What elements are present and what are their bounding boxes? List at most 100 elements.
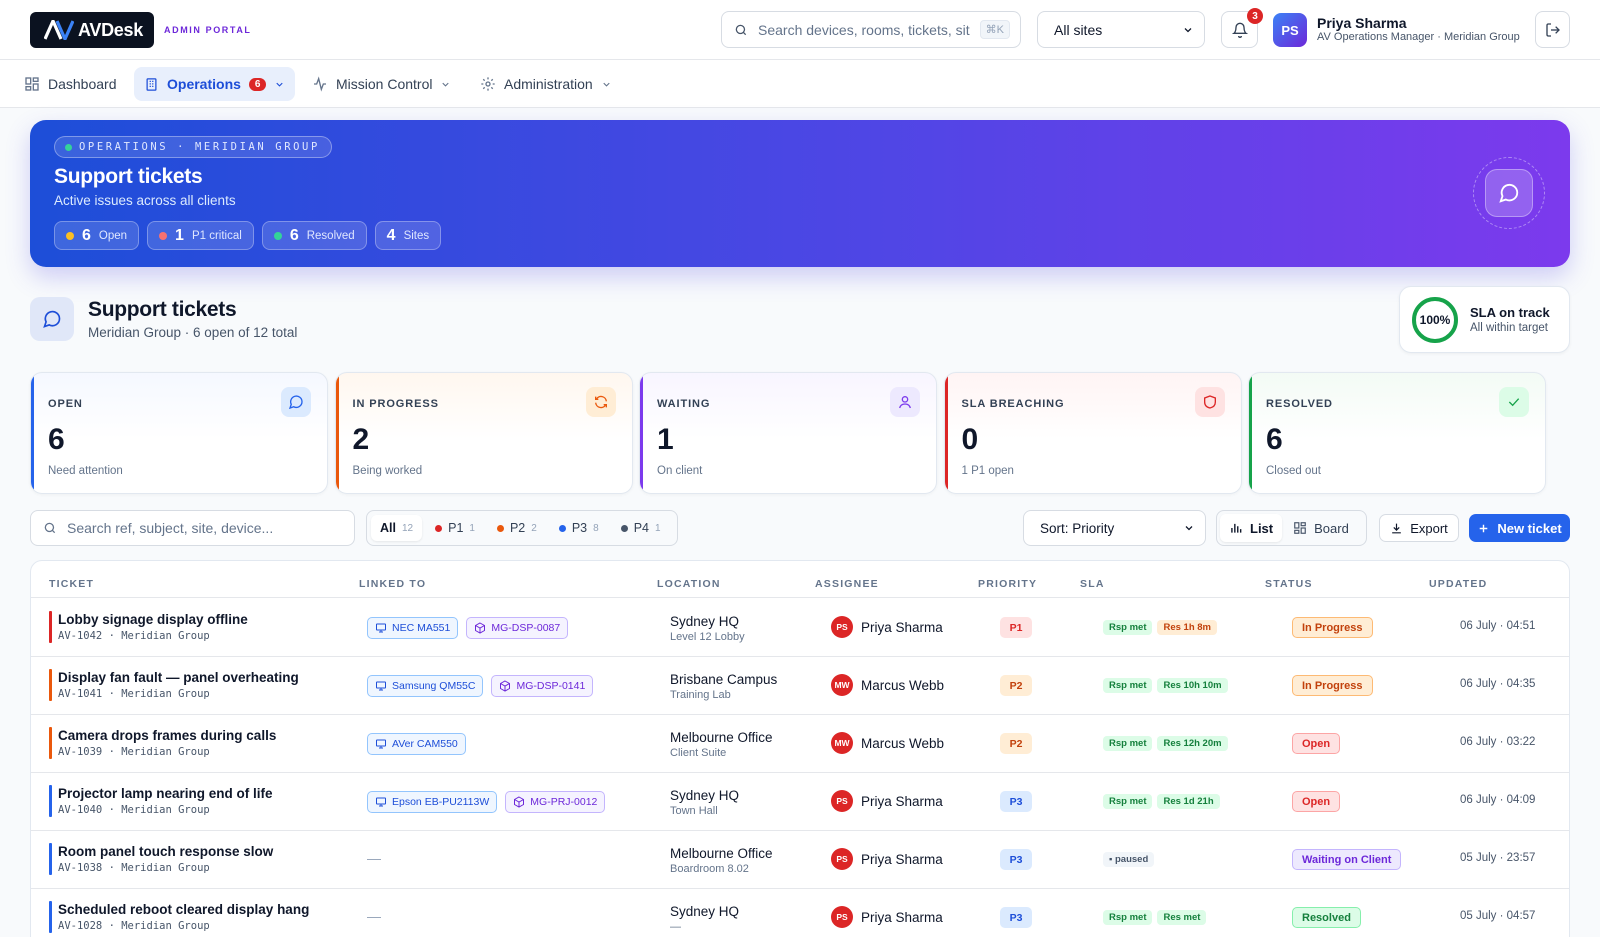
filter-label: P3 <box>571 521 588 535</box>
filter-label: P2 <box>509 521 526 535</box>
nav-operations-badge: 6 <box>248 77 267 91</box>
updated-time: 05 July · 23:57 <box>1460 852 1536 864</box>
table-row[interactable]: Room panel touch response slow AV-1038 · … <box>31 830 1569 889</box>
priority-badge: P2 <box>1000 675 1032 696</box>
sla-badges: Rsp met Res 1d 21h <box>1103 794 1220 809</box>
new-ticket-button[interactable]: New ticket <box>1469 514 1570 542</box>
hero-pill: 6 Open <box>54 221 140 250</box>
device-chip[interactable]: Samsung QM55C <box>367 675 484 697</box>
device-chip[interactable]: NEC MA551 <box>367 617 459 639</box>
stat-card-open[interactable]: OPEN 6 Need attention <box>30 372 328 494</box>
device-chip[interactable]: AVer CAM550 <box>367 733 466 755</box>
asset-chip[interactable]: MG-PRJ-0012 <box>505 791 606 813</box>
stat-sub: Need attention <box>48 465 123 477</box>
filter-all[interactable]: All 12 <box>371 515 423 541</box>
ticket-subject[interactable]: Scheduled reboot cleared display hang <box>58 902 310 917</box>
column-header[interactable]: STATUS <box>1265 578 1313 590</box>
search-icon <box>44 522 56 534</box>
sla-badge: Res 12h 20m <box>1157 736 1228 751</box>
sla-badge: Rsp met <box>1103 678 1153 693</box>
asset-chip[interactable]: MG-DSP-0141 <box>491 675 594 697</box>
global-search[interactable]: Search devices, rooms, tickets, sit ⌘K <box>721 11 1021 48</box>
column-header[interactable]: PRIORITY <box>978 578 1038 590</box>
assignee-avatar: PS <box>831 848 853 870</box>
ticket-search[interactable]: Search ref, subject, site, device... <box>30 510 355 546</box>
view-board-button[interactable]: Board <box>1284 514 1358 542</box>
assignee[interactable]: PS Priya Sharma <box>831 906 943 928</box>
assignee[interactable]: MW Marcus Webb <box>831 674 944 696</box>
status-badge: Resolved <box>1292 907 1361 928</box>
hero-pill-label: Sites <box>403 229 430 242</box>
ticket-subject[interactable]: Camera drops frames during calls <box>58 728 277 743</box>
table-row[interactable]: Projector lamp nearing end of life AV-104… <box>31 772 1569 831</box>
updated-time: 06 July · 04:09 <box>1460 794 1536 806</box>
stat-accent-bar <box>335 373 339 493</box>
export-button[interactable]: Export <box>1379 514 1459 542</box>
stat-card-in-progress[interactable]: IN PROGRESS 2 Being worked <box>334 372 633 494</box>
column-header[interactable]: LINKED TO <box>359 578 427 590</box>
user-avatar[interactable]: PS <box>1273 13 1307 47</box>
section-subtitle: Meridian Group · 6 open of 12 total <box>88 325 298 340</box>
hero-pill: 6 Resolved <box>261 221 367 250</box>
filter-p1[interactable]: P1 1 <box>426 515 484 541</box>
stat-card-resolved[interactable]: RESOLVED 6 Closed out <box>1248 372 1546 494</box>
filter-p3[interactable]: P3 8 <box>550 515 608 541</box>
nav-dashboard[interactable]: Dashboard <box>14 67 127 101</box>
column-header[interactable]: UPDATED <box>1429 578 1488 590</box>
assignee[interactable]: PS Priya Sharma <box>831 616 943 638</box>
assignee-name: Priya Sharma <box>861 851 943 867</box>
brand-logo[interactable]: AVDesk <box>30 12 154 48</box>
hero-pill-value: 6 <box>289 226 299 244</box>
assignee[interactable]: MW Marcus Webb <box>831 732 944 754</box>
notifications-button[interactable]: 3 <box>1221 8 1263 48</box>
table-row[interactable]: Scheduled reboot cleared display hang AV-… <box>31 888 1569 937</box>
chat-icon <box>43 310 61 328</box>
status-badge: In Progress <box>1292 617 1373 638</box>
stat-card-sla-breaching[interactable]: SLA BREACHING 0 1 P1 open <box>943 372 1242 494</box>
sla-badges: Rsp met Res 1h 8m <box>1103 620 1218 635</box>
column-header[interactable]: SLA <box>1080 578 1105 590</box>
device-chip[interactable]: Epson EB-PU2113W <box>367 791 498 813</box>
column-header[interactable]: ASSIGNEE <box>815 578 879 590</box>
hero-chat-icon <box>1473 157 1545 229</box>
priority-badge: P3 <box>1000 907 1032 928</box>
site-select[interactable]: All sites <box>1037 11 1205 48</box>
column-header[interactable]: LOCATION <box>657 578 721 590</box>
table-row[interactable]: Display fan fault — panel overheating AV-… <box>31 656 1569 715</box>
table-row[interactable]: Camera drops frames during calls AV-1039 … <box>31 714 1569 773</box>
assignee[interactable]: PS Priya Sharma <box>831 790 943 812</box>
tickets-table: TICKET LINKED TO LOCATION ASSIGNEE PRIORITY S… <box>30 560 1570 937</box>
monitor-icon <box>375 680 387 692</box>
assignee-name: Priya Sharma <box>861 619 943 635</box>
view-list-button[interactable]: List <box>1220 514 1283 542</box>
nav-operations[interactable]: Operations 6 <box>134 67 296 101</box>
filter-p4[interactable]: P4 1 <box>612 515 670 541</box>
stat-accent-bar <box>1249 373 1252 493</box>
global-search-input[interactable]: Search devices, rooms, tickets, sit <box>758 21 970 38</box>
table-row[interactable]: Lobby signage display offline AV-1042 · M… <box>31 598 1569 657</box>
column-header[interactable]: TICKET <box>49 578 95 590</box>
sort-select-value: Sort: Priority <box>1040 520 1115 536</box>
sla-badges: Rsp met Res 10h 10m <box>1103 678 1228 693</box>
ticket-ref: AV-1028 · Meridian Group <box>58 920 210 932</box>
assignee[interactable]: PS Priya Sharma <box>831 848 943 870</box>
sla-subtitle: All within target <box>1470 322 1548 334</box>
stat-label: OPEN <box>48 398 83 410</box>
ticket-subject[interactable]: Room panel touch response slow <box>58 844 274 859</box>
ticket-subject[interactable]: Lobby signage display offline <box>58 612 248 627</box>
brand-name: AVDesk <box>78 19 143 40</box>
stat-card-waiting[interactable]: WAITING 1 On client <box>639 372 937 494</box>
nav-administration[interactable]: Administration <box>470 67 622 101</box>
asset-chip[interactable]: MG-DSP-0087 <box>466 617 569 639</box>
ticket-subject[interactable]: Projector lamp nearing end of life <box>58 786 273 801</box>
ticket-search-input[interactable]: Search ref, subject, site, device... <box>67 520 274 536</box>
ticket-subject[interactable]: Display fan fault — panel overheating <box>58 670 299 685</box>
nav-mission-control[interactable]: Mission Control <box>302 67 461 101</box>
logout-button[interactable] <box>1535 11 1570 48</box>
stat-sub: On client <box>657 465 703 477</box>
filter-count: 1 <box>654 522 661 534</box>
filter-p2[interactable]: P2 2 <box>488 515 546 541</box>
user-icon <box>890 387 920 417</box>
monitor-icon <box>375 622 387 634</box>
sort-select[interactable]: Sort: Priority <box>1023 510 1206 546</box>
